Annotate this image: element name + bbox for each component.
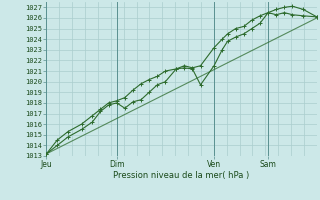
X-axis label: Pression niveau de la mer( hPa ): Pression niveau de la mer( hPa ): [114, 171, 250, 180]
